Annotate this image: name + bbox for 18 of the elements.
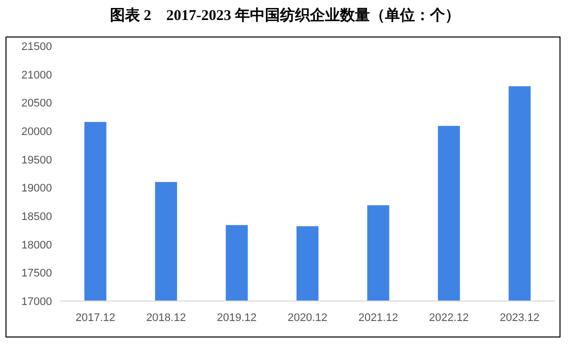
y-tick-label: 21500 [21, 41, 52, 53]
y-tick-label: 17000 [21, 296, 52, 308]
x-tick-label: 2018.12 [146, 312, 186, 324]
x-tick-label: 2023.12 [500, 312, 540, 324]
y-tick-label: 21000 [21, 69, 52, 82]
x-tick-label: 2019.12 [216, 312, 257, 324]
x-tick-label: 2017.12 [75, 312, 116, 324]
y-tick-label: 19000 [21, 182, 52, 195]
y-tick-label: 18500 [21, 211, 52, 223]
x-tick-label: 2022.12 [429, 312, 469, 324]
y-tick-label: 19500 [21, 154, 52, 166]
y-tick-label: 17500 [21, 268, 52, 280]
y-tick-label: 20500 [21, 98, 52, 110]
x-tick-label: 2020.12 [288, 312, 328, 324]
chart-title: 图表 2 2017-2023 年中国纺织企业数量（单位：个） [110, 6, 460, 24]
y-tick-label: 18000 [21, 239, 52, 252]
x-tick-label: 2021.12 [358, 312, 398, 324]
y-tick-label: 20000 [21, 126, 52, 138]
